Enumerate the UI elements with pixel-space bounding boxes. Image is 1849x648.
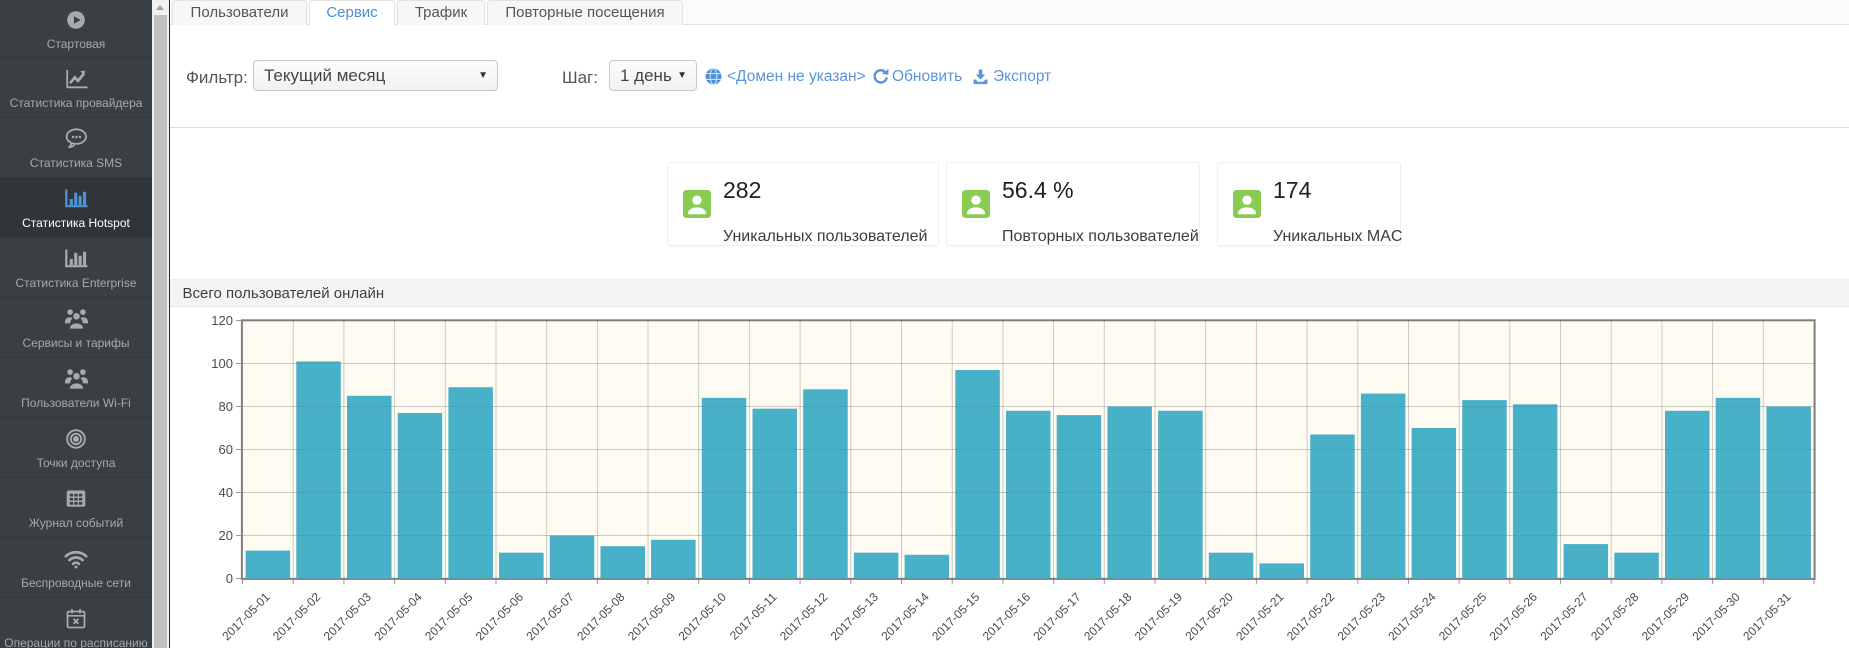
svg-text:2017-05-03: 2017-05-03: [321, 590, 375, 644]
svg-text:2017-05-30: 2017-05-30: [1690, 590, 1744, 644]
svg-text:2017-05-13: 2017-05-13: [828, 590, 882, 644]
svg-text:40: 40: [219, 485, 233, 500]
svg-text:2017-05-04: 2017-05-04: [371, 590, 425, 644]
svg-text:2017-05-08: 2017-05-08: [574, 590, 628, 644]
svg-text:2017-05-12: 2017-05-12: [777, 590, 831, 644]
svg-text:2017-05-20: 2017-05-20: [1183, 590, 1237, 644]
svg-text:2017-05-09: 2017-05-09: [625, 590, 679, 644]
svg-text:2017-05-26: 2017-05-26: [1487, 590, 1541, 644]
svg-text:2017-05-22: 2017-05-22: [1284, 590, 1338, 644]
svg-text:2017-05-02: 2017-05-02: [270, 590, 324, 644]
svg-text:2017-05-07: 2017-05-07: [524, 590, 578, 644]
svg-text:2017-05-06: 2017-05-06: [473, 590, 527, 644]
svg-text:2017-05-27: 2017-05-27: [1537, 590, 1591, 644]
svg-text:2017-05-05: 2017-05-05: [422, 590, 476, 644]
svg-text:2017-05-29: 2017-05-29: [1639, 590, 1693, 644]
svg-text:2017-05-28: 2017-05-28: [1588, 590, 1642, 644]
svg-text:2017-05-11: 2017-05-11: [727, 590, 780, 643]
svg-text:2017-05-14: 2017-05-14: [878, 590, 932, 644]
svg-text:2017-05-17: 2017-05-17: [1030, 590, 1084, 644]
svg-text:2017-05-23: 2017-05-23: [1335, 590, 1389, 644]
svg-text:60: 60: [219, 442, 233, 457]
svg-text:2017-05-18: 2017-05-18: [1081, 590, 1135, 644]
svg-text:2017-05-15: 2017-05-15: [929, 590, 983, 644]
svg-text:2017-05-24: 2017-05-24: [1385, 590, 1439, 644]
svg-text:2017-05-31: 2017-05-31: [1740, 590, 1794, 644]
svg-text:2017-05-10: 2017-05-10: [676, 590, 730, 644]
svg-text:100: 100: [211, 356, 233, 371]
svg-text:20: 20: [219, 528, 233, 543]
svg-text:0: 0: [226, 571, 233, 586]
svg-text:2017-05-16: 2017-05-16: [980, 590, 1034, 644]
svg-text:2017-05-01: 2017-05-01: [219, 590, 273, 644]
svg-text:120: 120: [211, 313, 233, 328]
svg-text:2017-05-25: 2017-05-25: [1436, 590, 1490, 644]
svg-text:80: 80: [219, 399, 233, 414]
svg-text:2017-05-21: 2017-05-21: [1233, 590, 1287, 644]
svg-text:2017-05-19: 2017-05-19: [1132, 590, 1186, 644]
